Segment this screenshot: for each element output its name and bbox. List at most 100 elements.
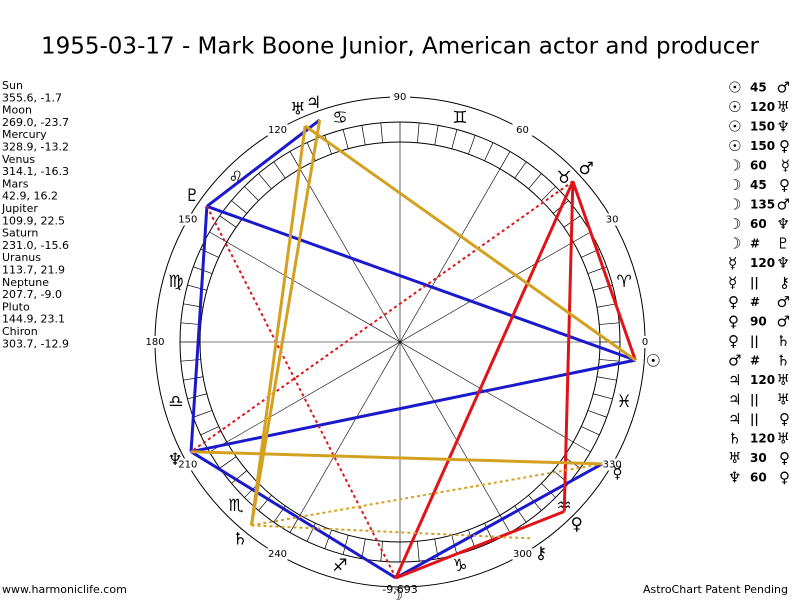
- aspect-kind: 150: [750, 139, 775, 153]
- degree-tick: [219, 215, 237, 228]
- degree-tick: [599, 359, 620, 362]
- aspect-kind: 60: [750, 471, 767, 485]
- degree-tick: [484, 142, 494, 161]
- degree-tick: [193, 410, 213, 418]
- aspect-planet: ☿: [728, 254, 737, 272]
- degree-label: 120: [268, 125, 287, 136]
- aspect-planet: ♄: [777, 352, 790, 370]
- planet-coords: 109.9, 22.5: [2, 214, 65, 227]
- aspect-planet: ♀: [728, 313, 739, 331]
- aspect-line: [250, 119, 322, 526]
- planet-coords: 231.0, -15.6: [2, 239, 69, 252]
- degree-label-bg: [635, 336, 655, 348]
- planet-name: Mars: [2, 177, 29, 190]
- degree-tick: [581, 426, 600, 436]
- aspect-kind: 60: [750, 217, 767, 231]
- aspect-kind: ||: [750, 276, 759, 290]
- degree-tick: [528, 173, 542, 190]
- zodiac-sign: ♎: [168, 392, 183, 412]
- planet-name: Moon: [2, 104, 32, 117]
- aspect-kind: ||: [750, 412, 759, 426]
- degree-label-bg: [512, 123, 533, 136]
- degree-label: 90: [394, 92, 407, 103]
- degree-tick: [244, 186, 259, 201]
- degree-tick: [499, 151, 511, 169]
- aspect-planet: ♆: [777, 254, 790, 272]
- aspect-kind: #: [750, 295, 760, 309]
- aspect-planet: ☉: [728, 118, 741, 136]
- planet-glyph: ☉: [646, 351, 661, 371]
- planet-glyph: ♇: [185, 186, 200, 206]
- aspect-planet: ☉: [728, 137, 741, 155]
- aspect-planet: ♄: [728, 430, 741, 448]
- aspect-planet: ♀: [779, 449, 790, 467]
- degree-tick: [200, 426, 219, 436]
- aspect-planet: ☉: [728, 79, 741, 97]
- degree-tick: [380, 122, 383, 143]
- degree-tick: [528, 494, 542, 511]
- degree-tick: [342, 129, 349, 149]
- bottom-label: -9,693: [382, 583, 417, 596]
- aspect-kind: 120: [750, 373, 775, 387]
- aspect-line: [304, 124, 637, 362]
- degree-tick: [361, 125, 366, 146]
- degree-tick: [219, 456, 237, 469]
- aspect-line: [394, 180, 575, 579]
- aspect-planet: ♃: [728, 410, 741, 428]
- aspect-planet: ♀: [779, 176, 790, 194]
- planet-glyph: ♄: [233, 529, 248, 549]
- planet-glyph: ♀: [571, 514, 583, 534]
- degree-label: 60: [516, 125, 529, 136]
- aspect-planet: ☿: [728, 274, 737, 292]
- aspect-kind: 90: [750, 315, 767, 329]
- degree-tick: [258, 173, 272, 190]
- degree-tick: [468, 135, 476, 155]
- aspect-planet: ♂: [777, 313, 790, 331]
- degree-label-bg: [390, 91, 410, 103]
- degree-label-bg: [145, 336, 165, 348]
- aspect-kind: 135: [750, 198, 775, 212]
- aspect-kind: 60: [750, 159, 767, 173]
- aspect-line: [251, 524, 531, 540]
- degree-label-bg: [602, 458, 623, 471]
- degree-label: 0: [642, 337, 648, 348]
- degree-tick: [180, 322, 201, 325]
- aspect-planet: ♂: [728, 352, 741, 370]
- degree-tick: [231, 470, 248, 484]
- planet-glyph: ♃: [306, 93, 321, 113]
- aspect-line: [395, 462, 603, 580]
- title: 1955-03-17 - Mark Boone Junior, American…: [41, 34, 760, 60]
- aspect-kind: ||: [750, 334, 759, 348]
- degree-tick: [258, 494, 272, 511]
- aspect-planet: ♅: [777, 98, 790, 116]
- planet-glyph: ☿: [612, 463, 622, 483]
- zodiac-sign: ♈: [616, 272, 631, 292]
- aspect-planet: ☽: [728, 196, 741, 214]
- footer-left: www.harmoniclife.com: [2, 583, 127, 596]
- degree-tick: [596, 303, 617, 308]
- planet-name: Mercury: [2, 128, 47, 141]
- degree-label: 330: [603, 460, 622, 471]
- aspect-planet: ☽: [728, 215, 741, 233]
- degree-label: 300: [513, 549, 532, 560]
- aspect-planet: ☽: [728, 157, 741, 175]
- degree-tick: [587, 410, 607, 418]
- aspect-planet: ♄: [777, 332, 790, 350]
- zodiac-sign: ♑: [452, 556, 467, 576]
- degree-label-bg: [512, 548, 533, 561]
- aspect-planet: ♆: [777, 215, 790, 233]
- aspect-planet: ♂: [777, 79, 790, 97]
- aspect-line: [190, 450, 397, 580]
- planet-name: Jupiter: [1, 202, 38, 215]
- degree-tick: [183, 376, 204, 381]
- planet-coords: 207.7, -9.0: [2, 288, 62, 301]
- aspect-planet: ♅: [777, 371, 790, 389]
- aspect-planet: ♆: [777, 118, 790, 136]
- planet-glyph: ♆: [167, 450, 182, 470]
- planet-name: Uranus: [2, 251, 41, 264]
- degree-tick: [231, 200, 248, 214]
- degree-label-bg: [177, 213, 198, 226]
- aspect-line: [206, 204, 636, 362]
